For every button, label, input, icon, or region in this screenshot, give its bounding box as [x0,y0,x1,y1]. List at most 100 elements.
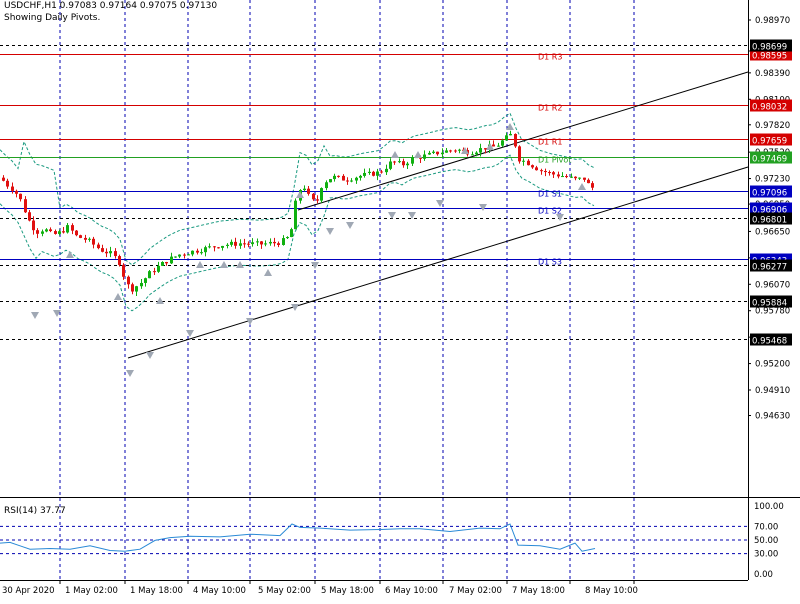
price-tick-label-4: 0.97820 [755,121,790,131]
candle-body-79 [342,175,345,181]
candle-body-120 [518,146,521,162]
rsi-tick-label-3: 30.00 [754,550,778,560]
candle-body-11 [49,229,52,232]
dashed-tag-0: 0.98699 [752,43,787,53]
candle-body-89 [385,168,388,173]
candle-body-135 [583,177,586,180]
dashed-tag-bg-2 [750,259,792,272]
fractal-down-12 [436,200,444,207]
fractal-down-2 [126,370,134,377]
candle-body-54 [234,241,237,246]
fractal-up-12 [506,123,514,130]
candle-body-5 [24,199,27,213]
dashed-tag-2: 0.96277 [752,263,787,273]
candle-body-9 [41,231,44,234]
price-labels: 0.98595 0.98032 0.97659 0.97469 0.97096 0.969… [750,39,792,347]
fractal-down-9 [346,222,354,229]
time-label-2: 1 May 18:00 [130,586,183,596]
candle-body-6 [28,212,31,221]
trend-channel[interactable] [127,71,749,359]
dashed-tag-1: 0.96801 [752,216,787,226]
candle-body-130 [561,176,564,178]
candle-body-119 [514,133,517,147]
pivot-tag-3: 0.97469 [752,155,787,165]
fractal-up-4 [220,261,228,268]
rsi-label: RSI(14) 37.77 [4,506,66,516]
pivot-label-5: D1 S2 [538,207,562,216]
time-label-6: 6 May 10:00 [385,586,438,596]
candle-body-59 [256,241,259,243]
candle-body-116 [501,140,504,146]
candle-body-25 [109,251,112,254]
time-label-9: 8 May 10:00 [585,586,638,596]
candle-body-137 [591,183,594,188]
candle-body-74 [320,188,323,201]
candle-body-86 [372,171,375,176]
pivot-label-2: D1 R1 [538,138,562,147]
candle-body-31 [135,286,138,292]
candle-body-10 [45,229,48,232]
candle-body-53 [230,241,233,245]
candle-body-26 [114,251,117,257]
pivot-label-6: D1 S3 [538,258,562,267]
candle-body-62 [269,241,272,244]
candle-body-122 [527,160,530,166]
candle-body-0 [2,177,5,181]
candle-body-18 [79,235,82,238]
candle-body-1 [6,180,9,187]
candle-body-75 [325,182,328,189]
dashed-tag-bg-3 [750,295,792,308]
candle-body-83 [359,175,362,178]
fractals [31,123,586,377]
candle-body-19 [84,237,87,240]
candle-body-21 [92,238,95,245]
candle-body-35 [153,271,156,273]
fractal-up-7 [296,191,304,198]
candle-body-65 [282,238,285,245]
candle-body-134 [578,177,581,179]
pivot-tag-5: 0.96906 [752,206,787,216]
fractal-up-0 [66,251,74,258]
candle-body-93 [402,161,405,166]
pivot-label-4: D1 S1 [538,190,562,199]
candle-body-127 [548,172,551,174]
candle-body-73 [316,199,319,201]
candle-body-33 [144,278,147,283]
candle-body-133 [574,176,577,179]
candle-body-85 [368,171,371,173]
candle-body-36 [157,265,160,272]
pivot-tag-bg-1 [750,99,792,112]
candle-body-52 [226,244,229,246]
fractal-up-13 [578,183,586,190]
fractal-down-0 [31,312,39,319]
candle-body-7 [32,220,35,231]
fractal-down-8 [326,228,334,235]
candle-body-29 [127,276,130,285]
candle-body-56 [243,243,246,245]
candle-body-82 [355,177,358,181]
grid [59,0,635,580]
candle-body-15 [66,225,69,233]
candle-body-105 [454,150,457,152]
candle-body-51 [221,245,224,248]
candle-body-78 [337,175,340,177]
fractal-up-6 [264,269,272,276]
candle-body-42 [183,254,186,256]
candle-body-110 [475,152,478,155]
candle-body-71 [307,188,310,194]
candle-body-39 [170,256,173,264]
dashed-tag-bg-0 [750,39,792,52]
candle-body-94 [406,163,409,166]
time-label-7: 7 May 02:00 [449,586,502,596]
candle-body-99 [428,152,431,155]
envelope-bands [0,112,595,312]
fractal-up-5 [236,261,244,268]
price-tick-label-6: 0.97230 [755,175,790,185]
price-tick-label-13: 0.95200 [755,360,790,370]
pivot-tag-0: 0.98595 [752,52,787,62]
candlesticks [2,130,594,297]
candle-body-104 [449,150,452,152]
candle-body-66 [286,237,289,239]
